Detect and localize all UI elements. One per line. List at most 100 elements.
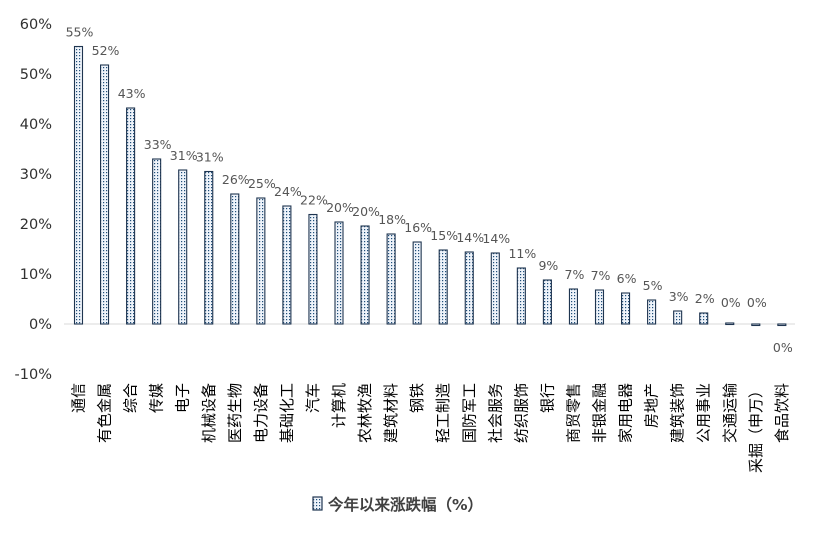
legend: 今年以来涨跌幅（%） — [312, 495, 483, 514]
bar — [334, 221, 344, 325]
data-label: 7% — [565, 267, 585, 282]
bar — [386, 233, 396, 325]
y-tick-label: 40% — [20, 117, 52, 133]
bar — [100, 64, 110, 325]
data-label: 24% — [274, 184, 302, 199]
bar — [647, 299, 657, 325]
category-label: 房地产 — [643, 383, 661, 428]
category-label: 农林牧渔 — [356, 383, 374, 443]
data-label: 11% — [508, 246, 536, 261]
data-label: 20% — [352, 204, 380, 219]
category-label: 国防军工 — [460, 383, 478, 443]
category-label: 基础化工 — [278, 383, 296, 443]
y-tick-label: -10% — [15, 367, 52, 383]
data-label: 31% — [196, 150, 224, 165]
category-label: 社会服务 — [486, 383, 504, 443]
y-tick-label: 20% — [20, 217, 52, 233]
y-tick-label: 30% — [20, 167, 52, 183]
category-label: 交通运输 — [721, 383, 739, 443]
data-label: 0% — [773, 340, 793, 355]
category-label: 商贸零售 — [564, 383, 582, 443]
y-tick-label: 10% — [20, 267, 52, 283]
bar — [230, 193, 240, 325]
y-tick-label: 60% — [20, 17, 52, 33]
bar — [282, 205, 292, 325]
bar — [256, 197, 266, 325]
bar — [725, 322, 735, 326]
bar — [542, 279, 552, 325]
data-label: 33% — [144, 137, 172, 152]
category-label: 纺织服饰 — [512, 383, 530, 443]
category-label: 电子 — [174, 383, 192, 413]
bar — [73, 45, 84, 325]
bar — [516, 267, 526, 325]
bar — [438, 249, 448, 325]
bar — [152, 158, 162, 325]
data-label: 43% — [118, 86, 146, 101]
category-label: 计算机 — [330, 383, 348, 428]
bar — [178, 169, 188, 325]
category-label: 电力设备 — [252, 383, 270, 443]
data-label: 7% — [591, 268, 611, 283]
data-label: 0% — [747, 295, 767, 310]
category-label: 钢铁 — [408, 383, 426, 413]
data-label: 26% — [222, 172, 250, 187]
bar — [673, 310, 683, 325]
bar — [594, 289, 605, 325]
category-label: 医药生物 — [226, 383, 244, 443]
bar — [751, 323, 761, 327]
y-axis: -10% 0% 10% 20% 30% 40% 50% 60% — [15, 17, 52, 383]
bars — [73, 45, 787, 327]
data-label: 0% — [721, 295, 741, 310]
category-label: 传媒 — [148, 383, 166, 413]
category-label: 建筑材料 — [382, 383, 400, 443]
data-label: 18% — [378, 212, 406, 227]
category-label: 轻工制造 — [434, 383, 452, 443]
data-label: 14% — [482, 231, 510, 246]
bar — [360, 225, 370, 325]
bar — [204, 170, 214, 325]
data-label: 55% — [66, 25, 94, 40]
data-label: 9% — [538, 258, 558, 273]
bar — [490, 252, 500, 325]
data-label: 25% — [248, 176, 276, 191]
category-label: 建筑装饰 — [669, 383, 687, 443]
y-tick-label: 50% — [20, 67, 52, 83]
bar — [308, 213, 318, 325]
data-label: 6% — [617, 271, 637, 286]
category-label: 汽车 — [304, 383, 322, 413]
bar — [126, 107, 136, 325]
bar — [777, 323, 787, 327]
category-label: 家用电器 — [617, 383, 635, 443]
data-label: 20% — [326, 200, 354, 215]
category-labels: 通信 有色金属 综合 传媒 电子 机械设备 医药生物 电力设备 基础化工 汽车 计算机 农林牧渔 建筑材… — [70, 383, 791, 473]
data-label: 14% — [456, 230, 484, 245]
data-label: 31% — [170, 148, 198, 163]
category-label: 采掘（申万） — [747, 383, 765, 473]
category-label: 银行 — [538, 383, 556, 413]
category-label: 非银金融 — [591, 383, 609, 443]
data-label: 16% — [404, 220, 432, 235]
data-label: 3% — [669, 289, 689, 304]
bar — [412, 241, 422, 325]
category-label: 公用事业 — [695, 383, 713, 443]
bar — [568, 288, 579, 325]
data-label: 15% — [430, 228, 458, 243]
category-label: 有色金属 — [96, 383, 114, 443]
data-label: 2% — [695, 291, 715, 306]
category-label: 综合 — [122, 383, 140, 413]
category-label: 机械设备 — [200, 383, 218, 443]
bar — [464, 251, 474, 325]
data-label: 22% — [300, 193, 328, 208]
legend-swatch — [312, 496, 323, 511]
category-label: 通信 — [70, 383, 88, 413]
bar — [620, 292, 631, 325]
data-labels: 55%52%43%33%31%31%26%25%24%22%20%20%18%1… — [66, 25, 793, 356]
data-label: 52% — [92, 43, 120, 58]
data-label: 5% — [643, 278, 663, 293]
category-label: 食品饮料 — [773, 383, 791, 443]
legend-label: 今年以来涨跌幅（%） — [328, 495, 483, 514]
bar — [699, 312, 709, 325]
